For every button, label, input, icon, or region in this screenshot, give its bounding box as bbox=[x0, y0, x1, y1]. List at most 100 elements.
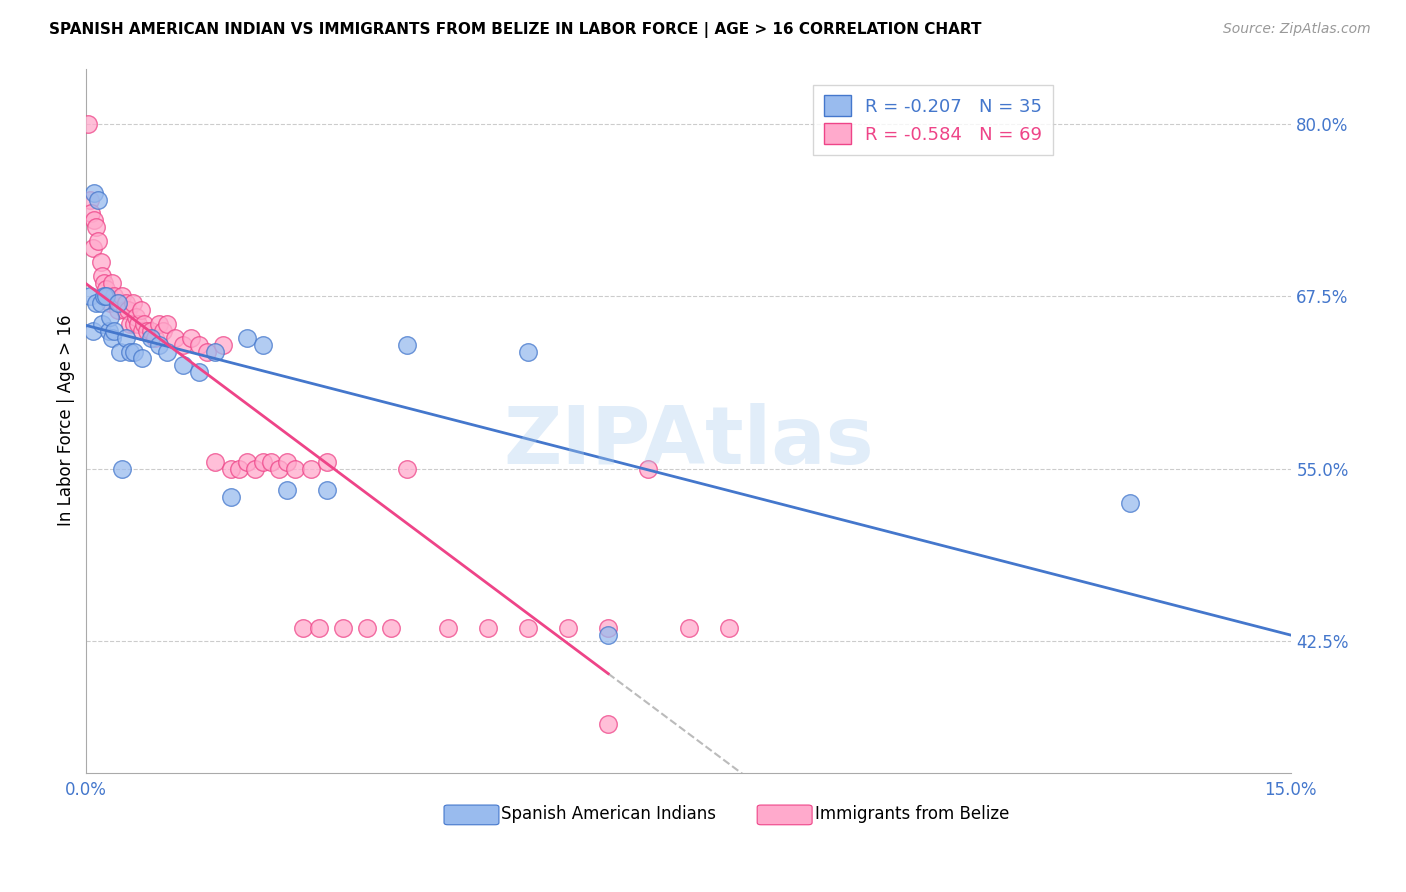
Point bbox=[252, 337, 274, 351]
Text: Immigrants from Belize: Immigrants from Belize bbox=[814, 805, 1010, 823]
Point bbox=[195, 344, 218, 359]
Point bbox=[316, 455, 339, 469]
Point bbox=[717, 621, 740, 635]
Point bbox=[204, 455, 226, 469]
Point bbox=[260, 455, 283, 469]
Point bbox=[121, 296, 143, 310]
Point bbox=[84, 220, 107, 235]
Point bbox=[131, 324, 153, 338]
Point bbox=[79, 289, 101, 303]
Point bbox=[276, 483, 298, 497]
Point bbox=[598, 621, 620, 635]
Point bbox=[143, 331, 166, 345]
Point bbox=[115, 331, 138, 345]
Legend: R = -0.207   N = 35, R = -0.584   N = 69: R = -0.207 N = 35, R = -0.584 N = 69 bbox=[813, 85, 1053, 155]
FancyBboxPatch shape bbox=[758, 805, 813, 825]
Point bbox=[108, 344, 131, 359]
Point bbox=[236, 331, 259, 345]
Point bbox=[108, 296, 131, 310]
Point bbox=[396, 462, 419, 476]
Point bbox=[211, 337, 233, 351]
Point bbox=[139, 331, 162, 345]
Point bbox=[557, 621, 579, 635]
Point bbox=[332, 621, 354, 635]
Point bbox=[155, 317, 177, 331]
Point bbox=[90, 296, 112, 310]
Point bbox=[135, 324, 157, 338]
Point bbox=[148, 337, 170, 351]
Point bbox=[96, 289, 118, 303]
Point bbox=[219, 462, 242, 476]
Point bbox=[187, 365, 209, 379]
Point bbox=[80, 206, 103, 220]
Point bbox=[111, 289, 134, 303]
Point bbox=[120, 344, 142, 359]
Point bbox=[252, 455, 274, 469]
Point bbox=[87, 234, 110, 248]
Point bbox=[678, 621, 700, 635]
Point bbox=[267, 462, 290, 476]
Point bbox=[155, 344, 177, 359]
Point bbox=[93, 276, 115, 290]
Point bbox=[139, 324, 162, 338]
Text: Source: ZipAtlas.com: Source: ZipAtlas.com bbox=[1223, 22, 1371, 37]
Point bbox=[124, 317, 146, 331]
Point bbox=[163, 331, 186, 345]
Point bbox=[87, 193, 110, 207]
Text: Spanish American Indians: Spanish American Indians bbox=[502, 805, 716, 823]
Point bbox=[103, 289, 125, 303]
Point bbox=[82, 324, 104, 338]
Point bbox=[148, 317, 170, 331]
Point bbox=[219, 490, 242, 504]
Point bbox=[107, 296, 129, 310]
Point bbox=[187, 337, 209, 351]
Point bbox=[132, 317, 155, 331]
Point bbox=[598, 717, 620, 731]
Point bbox=[111, 462, 134, 476]
Point bbox=[204, 344, 226, 359]
Point bbox=[125, 310, 148, 324]
Point bbox=[124, 344, 146, 359]
Point bbox=[516, 344, 538, 359]
Point bbox=[436, 621, 458, 635]
Point bbox=[82, 241, 104, 255]
Point bbox=[101, 276, 124, 290]
Point bbox=[97, 324, 120, 338]
Point bbox=[91, 268, 114, 283]
Point bbox=[100, 296, 122, 310]
Point bbox=[228, 462, 250, 476]
Point bbox=[131, 351, 153, 366]
Point bbox=[276, 455, 298, 469]
Point bbox=[101, 331, 124, 345]
Point bbox=[180, 331, 202, 345]
Point bbox=[77, 117, 100, 131]
Point bbox=[396, 337, 419, 351]
Point bbox=[316, 483, 339, 497]
Point bbox=[79, 193, 101, 207]
Point bbox=[91, 317, 114, 331]
Point bbox=[152, 324, 174, 338]
Point bbox=[284, 462, 307, 476]
Point bbox=[93, 289, 115, 303]
Point bbox=[598, 627, 620, 641]
Point bbox=[637, 462, 659, 476]
Point bbox=[120, 317, 142, 331]
Point bbox=[172, 337, 194, 351]
Point bbox=[356, 621, 378, 635]
Point bbox=[292, 621, 315, 635]
FancyBboxPatch shape bbox=[444, 805, 499, 825]
Point bbox=[127, 317, 149, 331]
Point bbox=[308, 621, 330, 635]
Point bbox=[516, 621, 538, 635]
Point bbox=[114, 303, 136, 318]
Point bbox=[96, 282, 118, 296]
Point bbox=[477, 621, 499, 635]
Point bbox=[103, 324, 125, 338]
Point bbox=[100, 310, 122, 324]
Point bbox=[107, 303, 129, 318]
Point bbox=[1119, 496, 1142, 510]
Point bbox=[83, 186, 105, 200]
Point bbox=[97, 289, 120, 303]
Text: SPANISH AMERICAN INDIAN VS IMMIGRANTS FROM BELIZE IN LABOR FORCE | AGE > 16 CORR: SPANISH AMERICAN INDIAN VS IMMIGRANTS FR… bbox=[49, 22, 981, 38]
Y-axis label: In Labor Force | Age > 16: In Labor Force | Age > 16 bbox=[58, 315, 75, 526]
